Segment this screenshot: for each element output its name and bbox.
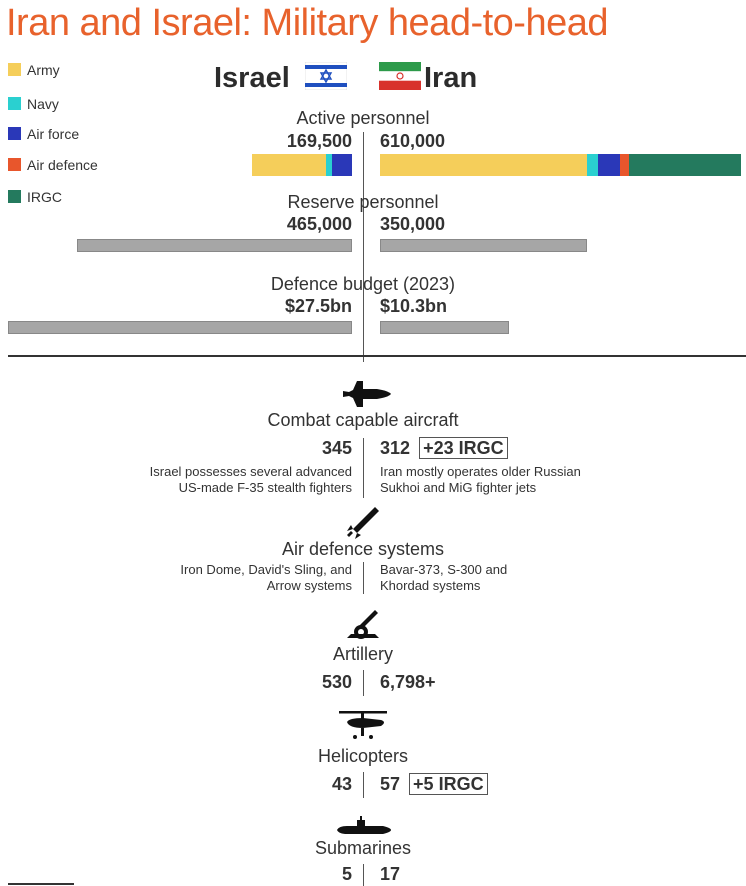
budget-israel-bar (8, 321, 352, 334)
helicopters-iran-value: 57 (380, 774, 401, 794)
reserve-israel-bar (76, 239, 352, 252)
legend-label: Army (27, 62, 60, 78)
active-iran-irgc-bar (628, 154, 741, 176)
helicopters-title: Helicopters (317, 746, 409, 766)
artillery-icon (347, 610, 379, 639)
legend-label: IRGC (27, 189, 62, 205)
aircraft-israel-note: Israel possesses several advanced US-mad… (22, 464, 352, 496)
airdefence-iran-note-line: Khordad systems (380, 578, 481, 593)
legend-label: Navy (27, 96, 59, 112)
active-personnel-title: Active personnel (296, 108, 430, 128)
airdefence-iran-note-line: Bavar-373, S-300 and (380, 562, 508, 577)
reserve-personnel-title: Reserve personnel (287, 192, 439, 212)
legend-swatch (8, 190, 21, 203)
legend-swatch (8, 63, 21, 76)
defence-budget-israel-value: $27.5bn (284, 296, 352, 316)
legend-label: Air defence (27, 157, 98, 173)
airdefence-israel-note-line: Iron Dome, David's Sling, and (180, 562, 352, 577)
artillery-israel-value: 530 (321, 672, 352, 692)
aircraft-iran-value-group: 312 +23 IRGC (380, 437, 508, 459)
center-divider-airdefence (363, 562, 364, 594)
defence-budget-iran-value: $10.3bn (380, 296, 448, 316)
active-israel-navy-bar (326, 154, 332, 176)
active-iran-air-defence-bar (619, 154, 629, 176)
submarine-icon (337, 816, 391, 834)
aircraft-israel-value: 345 (321, 438, 352, 458)
center-divider-aircraft (363, 438, 364, 498)
aircraft-title: Combat capable aircraft (267, 410, 459, 430)
airdefence-israel-note: Iron Dome, David's Sling, and Arrow syst… (22, 562, 352, 594)
submarines-title: Submarines (314, 838, 412, 858)
aircraft-israel-note-line: Israel possesses several advanced (149, 464, 352, 479)
aircraft-iran-note-line: Iran mostly operates older Russian (380, 464, 581, 479)
defence-budget-title: Defence budget (2023) (270, 274, 456, 294)
helicopters-iran-value-group: 57 +5 IRGC (380, 773, 488, 795)
active-personnel-iran-value: 610,000 (380, 131, 446, 151)
chart-title: Iran and Israel: Military head-to-head (6, 2, 609, 44)
iran-flag-icon (379, 62, 421, 90)
legend-swatch (8, 158, 21, 171)
country-right-label: Iran (424, 62, 478, 94)
active-israel-army-bar (251, 154, 327, 176)
submarines-israel-value: 5 (341, 864, 352, 884)
section-divider (8, 355, 746, 357)
helicopter-icon (339, 711, 387, 739)
reserve-personnel-israel-value: 465,000 (286, 214, 352, 234)
aircraft-iran-value: 312 (380, 438, 411, 458)
artillery-iran-value: 6,798+ (380, 672, 436, 692)
center-divider-submarines (363, 864, 364, 886)
active-personnel-israel-value: 169,500 (286, 131, 352, 151)
airdefence-iran-note: Bavar-373, S-300 and Khordad systems (380, 562, 710, 594)
footer-rule (8, 883, 74, 885)
active-israel-air-force-bar (331, 154, 352, 176)
active-iran-navy-bar (587, 154, 598, 176)
israel-flag-icon (305, 62, 347, 90)
legend-label: Air force (27, 126, 80, 142)
legend-swatch (8, 97, 21, 110)
fighter-jet-icon (343, 381, 391, 407)
helicopters-israel-value: 43 (331, 774, 352, 794)
country-left-label: Israel (214, 62, 290, 94)
airdefence-title: Air defence systems (281, 539, 445, 559)
artillery-title: Artillery (332, 644, 393, 664)
reserve-iran-bar (380, 239, 588, 252)
reserve-personnel-iran-value: 350,000 (380, 214, 446, 234)
center-divider-upper (363, 132, 364, 362)
center-divider-artillery (363, 670, 364, 696)
airdefence-israel-note-line: Arrow systems (266, 578, 352, 593)
aircraft-irgc-badge: +23 IRGC (419, 437, 508, 459)
missile-icon (347, 507, 379, 539)
submarines-iran-value: 17 (380, 864, 401, 884)
active-iran-air-force-bar (597, 154, 620, 176)
center-divider-helicopters (363, 772, 364, 798)
aircraft-iran-note-line: Sukhoi and MiG fighter jets (380, 480, 537, 495)
legend-swatch (8, 127, 21, 140)
helicopters-irgc-badge: +5 IRGC (409, 773, 488, 795)
budget-iran-bar (380, 321, 509, 334)
aircraft-israel-note-line: US-made F-35 stealth fighters (178, 480, 352, 495)
aircraft-iran-note: Iran mostly operates older Russian Sukho… (380, 464, 710, 496)
active-iran-army-bar (380, 154, 588, 176)
